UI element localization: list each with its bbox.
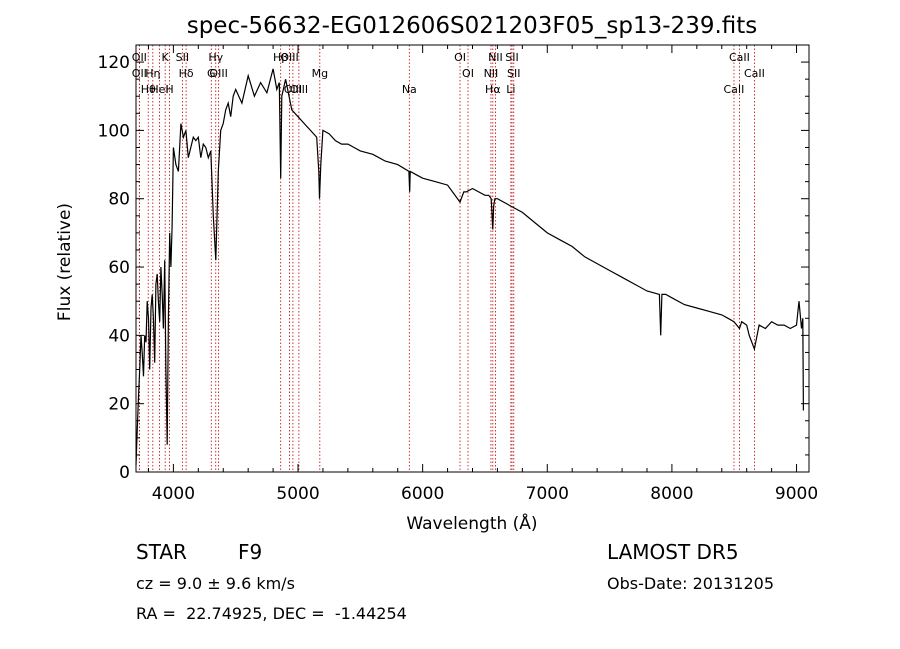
spectral-line-label: Hη <box>145 67 160 80</box>
spectral-line-label: CaII <box>744 67 765 80</box>
spectrum-line <box>135 68 805 466</box>
x-tick-label: 4000 <box>152 484 195 504</box>
y-tick-label: 100 <box>98 121 130 141</box>
y-tick-label: 40 <box>108 326 130 346</box>
chart-title: spec-56632-EG012606S021203F05_sp13-239.f… <box>187 13 758 39</box>
redshift-cz: cz = 9.0 ± 9.6 km/s <box>136 574 295 593</box>
x-tick-label: 9000 <box>775 484 818 504</box>
spectral-line-label: Hα <box>485 83 501 96</box>
spectral-line-label: OI <box>462 67 474 80</box>
x-tick-label: 5000 <box>276 484 319 504</box>
spectral-line-label: CaII <box>729 51 750 64</box>
spectral-line-label: Na <box>402 83 417 96</box>
spectral-line-label: HeI <box>150 83 168 96</box>
survey-name: LAMOST DR5 <box>607 540 739 564</box>
spectral-line-label: OIII <box>280 51 298 64</box>
object-subclass: F9 <box>238 540 263 564</box>
y-tick-label: 80 <box>108 190 130 210</box>
spectral-line-label: Hβ <box>273 51 288 64</box>
spectral-line-label: K <box>162 51 170 64</box>
observation-date: Obs-Date: 20131205 <box>607 574 775 593</box>
spectral-line-label: OI <box>454 51 466 64</box>
plot-frame <box>135 44 810 473</box>
spectral-line-label: SII <box>505 51 518 64</box>
y-tick-label: 120 <box>98 53 130 73</box>
spectral-line-label: CaII <box>724 83 745 96</box>
x-tick-label: 6000 <box>401 484 444 504</box>
spectral-line-label: H <box>165 83 173 96</box>
x-axis-ticks: 4000 5000 6000 7000 8000 9000 <box>147 45 818 504</box>
spectral-line-label: OIII <box>209 67 227 80</box>
object-class: STAR <box>136 540 187 564</box>
x-axis-label: Wavelength (Å) <box>406 512 537 534</box>
spectral-line-label: Hγ <box>208 51 223 64</box>
spectral-line-label: Hδ <box>179 67 194 80</box>
y-tick-label: 20 <box>108 395 130 415</box>
spectral-line-label: NII <box>484 67 499 80</box>
spectral-line-labels: HβHδHθKOIIHeISIIOIIIOIIIOIIHηHHγGOIIIOII… <box>132 51 765 96</box>
spectral-line-label: Hθ <box>141 83 156 96</box>
x-tick-label: 8000 <box>650 484 693 504</box>
spectral-line-markers <box>138 45 755 472</box>
y-axis-ticks: 0 20 40 60 80 100 120 <box>98 44 809 483</box>
spectral-line-label: SII <box>176 51 189 64</box>
spectral-line-label: SII <box>507 67 520 80</box>
ra-dec: RA = 22.74925, DEC = -1.44254 <box>136 604 407 623</box>
spectral-line-label: G <box>207 67 216 80</box>
y-axis-label: Flux (relative) <box>55 203 75 321</box>
spectral-line-label: Mg <box>312 67 328 80</box>
spectral-line-label: Li <box>506 83 515 96</box>
x-tick-label: 7000 <box>526 484 569 504</box>
spectral-line-label: NII <box>488 51 503 64</box>
y-tick-label: 60 <box>108 258 130 278</box>
spectral-line-label: OIII <box>290 83 308 96</box>
y-tick-label: 0 <box>119 463 130 483</box>
